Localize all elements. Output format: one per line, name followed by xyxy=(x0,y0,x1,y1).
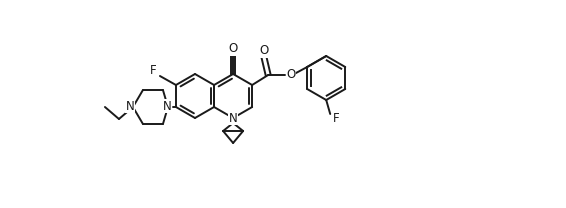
Text: N: N xyxy=(126,99,134,113)
Text: F: F xyxy=(333,111,340,125)
Text: N: N xyxy=(229,111,238,125)
Text: O: O xyxy=(260,45,269,57)
Text: O: O xyxy=(286,68,296,80)
Text: O: O xyxy=(229,42,238,56)
Text: N: N xyxy=(162,99,171,113)
Text: F: F xyxy=(149,63,156,77)
